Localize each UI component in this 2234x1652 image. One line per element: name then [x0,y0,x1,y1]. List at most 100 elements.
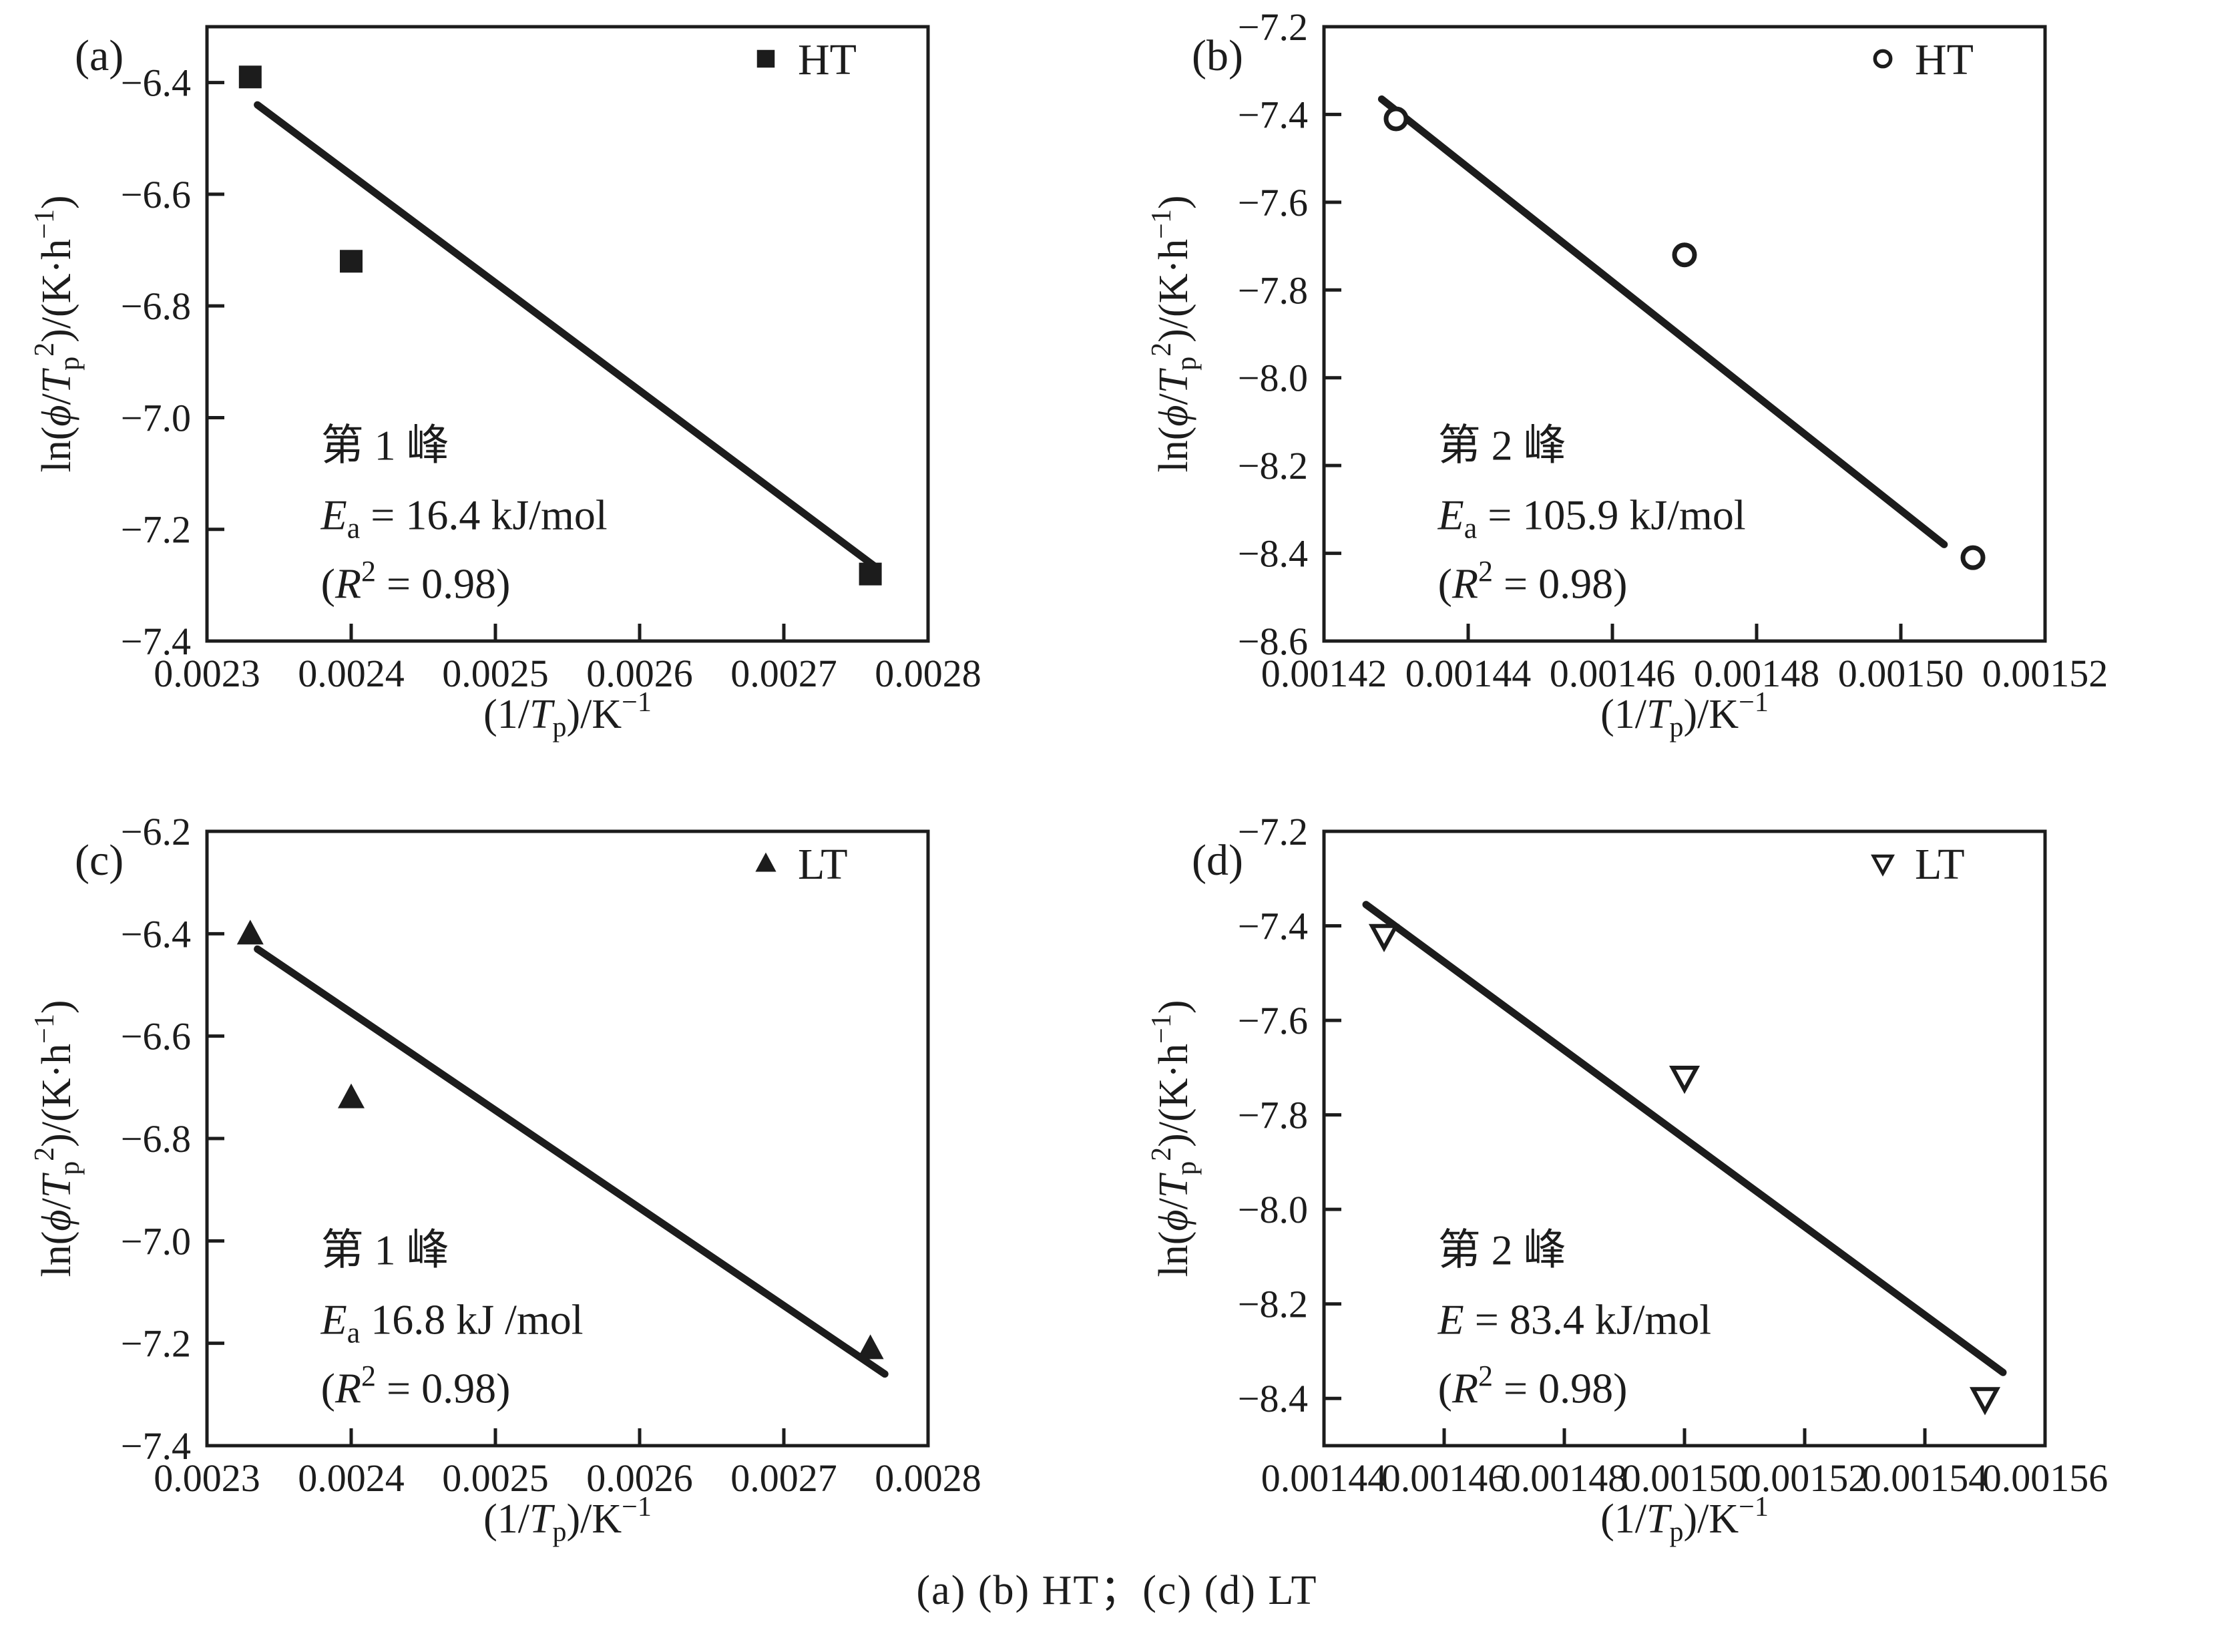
x-tick-label: 0.0025 [442,652,549,695]
x-axis-label: (1/Tp)/K−1 [1600,1492,1769,1547]
y-tick-label: −7.2 [121,508,191,552]
y-tick-label: −8.2 [1238,444,1308,487]
panel-b: (b) 0.00142 0.00144 0.00146 0.00148 0.00150 0.… [1117,5,2234,811]
y-tick-label: −6.4 [121,61,191,105]
y-tick-label: −8.0 [1238,1188,1308,1231]
panel-letter: (c) [75,836,124,885]
legend-label: HT [1915,35,1974,84]
annotation-line: 第 1 峰 [321,1227,449,1274]
annotation-line: (R2 = 0.98) [1438,1360,1628,1412]
plot-svg: (d)0.001440.001460.001480.001500.001520.… [1146,810,2108,1547]
x-tick-label: 0.0028 [875,1456,981,1500]
panel-letter: (a) [75,31,124,80]
x-tick-label: 0.00154 [1862,1456,1988,1500]
x-tick-label: 0.0026 [586,1456,693,1500]
x-tick-label: 0.0025 [442,1456,549,1500]
data-point-marker [340,250,363,273]
x-tick-label: 0.00150 [1838,652,1964,695]
y-tick-label: −6.6 [121,1015,191,1058]
plot-frame [1322,25,2047,643]
y-axis-label: ln(ϕ/Tp2)/(K·h−1) [1146,196,1202,473]
data-point-marker [857,1334,884,1360]
x-tick-label: 0.0026 [586,652,693,695]
plot-svg: (a) 0.0023 0.0024 0.0025 0.0026 0.0027 0.0028 −… [29,25,981,743]
panel-d: (d) 0.00144 0.00146 0.00148 0.00150 0.00152 0.… [1117,810,2234,1616]
x-tick-label: 0.00146 [1550,652,1676,695]
y-tick-label: −8.2 [1238,1283,1308,1326]
legend-marker-icon [1873,49,1893,69]
y-axis-label: ln(ϕ/Tp2)/(K·h−1) [29,196,85,473]
x-tick-label: 0.00142 [1261,652,1387,695]
y-axis-label: ln(ϕ/Tp2)/(K·h−1) [29,1000,85,1277]
data-point-marker [236,919,264,945]
y-tick-label: −6.2 [121,811,191,853]
y-tick-label: −7.0 [121,396,191,439]
y-tick-label: −7.4 [121,1424,191,1468]
y-tick-label: −8.0 [1238,357,1308,400]
x-tick-label: 0.00152 [1742,1456,1868,1500]
x-tick-label: 0.00152 [1982,652,2108,695]
y-tick-label: −7.2 [121,1322,191,1366]
y-tick-label: −7.2 [1238,7,1308,49]
annotation-line: Ea 16.8 kJ /mol [320,1296,584,1350]
data-point-marker [1969,1387,2001,1416]
annotation-line: (R2 = 0.98) [321,1360,511,1412]
legend-marker-icon [755,852,776,872]
figure-caption: (a) (b) HT；(c) (d) LT [916,1568,1318,1613]
y-tick-label: −8.6 [1238,620,1308,663]
x-tick-label: 0.00144 [1261,1456,1387,1500]
x-axis-label: (1/Tp)/K−1 [483,1492,652,1547]
annotation-line: Ea = 16.4 kJ/mol [320,491,608,545]
x-tick-label: 0.00144 [1405,652,1532,695]
annotation-line: (R2 = 0.98) [1438,555,1628,608]
plot-svg: (b) 0.00142 0.00144 0.00146 0.00148 0.00150 0.… [1146,5,2108,743]
annotation-line: 第 2 峰 [1438,422,1566,469]
y-tick-label: −8.4 [1238,1377,1308,1420]
x-tick-label: 0.00148 [1502,1456,1628,1500]
y-tick-label: −7.4 [1238,905,1308,948]
x-tick-label: 0.0027 [730,1456,837,1500]
y-tick-label: −7.8 [1238,268,1308,312]
x-tick-label: 0.0024 [298,652,405,695]
legend-label: LT [1915,840,1965,889]
plot-frame [205,25,930,643]
y-tick-label: −6.6 [121,173,191,216]
panel-c: (c) 0.0023 0.0024 0.0025 0.0026 0.0027 0.0028 −… [0,810,1117,1616]
x-tick-label: 0.00148 [1694,652,1820,695]
x-tick-label: 0.0028 [875,652,981,695]
legend-label: HT [798,35,857,84]
plot-frame [205,829,930,1448]
legend-marker-icon [1871,854,1895,877]
y-tick-label: −7.2 [1238,811,1308,853]
y-tick-label: −8.4 [1238,532,1308,576]
data-point-marker [1368,923,1400,952]
annotation-line: E = 83.4 kJ/mol [1437,1296,1711,1344]
fit-line [254,945,889,1378]
y-tick-label: −6.4 [121,912,191,956]
y-tick-label: −7.4 [121,620,191,663]
data-point-marker [1672,242,1697,268]
x-tick-label: 0.0023 [154,1456,260,1500]
y-tick-label: −7.6 [1238,181,1308,224]
annotation-line: Ea = 105.9 kJ/mol [1437,491,1746,545]
x-tick-label: 0.00146 [1381,1456,1508,1500]
annotation-line: 第 2 峰 [1438,1227,1566,1274]
y-tick-label: −7.6 [1238,999,1308,1042]
data-point-marker [859,562,882,586]
x-tick-label: 0.00150 [1622,1456,1748,1500]
y-tick-label: −6.8 [121,1117,191,1161]
x-tick-label: 0.0027 [730,652,837,695]
annotation-line: 第 1 峰 [321,422,449,469]
y-tick-label: −6.8 [121,284,191,328]
data-point-marker [1383,106,1409,132]
panel-letter: (b) [1192,31,1243,80]
x-axis-label: (1/Tp)/K−1 [483,687,652,743]
panel-a: (a) 0.0023 0.0024 0.0025 0.0026 0.0027 0.0028 −… [0,7,1117,811]
data-point-marker [1668,1066,1701,1094]
fit-line [1362,901,2007,1376]
x-tick-label: 0.0023 [154,652,260,695]
annotation-line: (R2 = 0.98) [321,555,511,608]
y-tick-label: −7.8 [1238,1094,1308,1137]
y-tick-label: −7.0 [121,1219,191,1263]
data-point-marker [1960,545,1986,570]
